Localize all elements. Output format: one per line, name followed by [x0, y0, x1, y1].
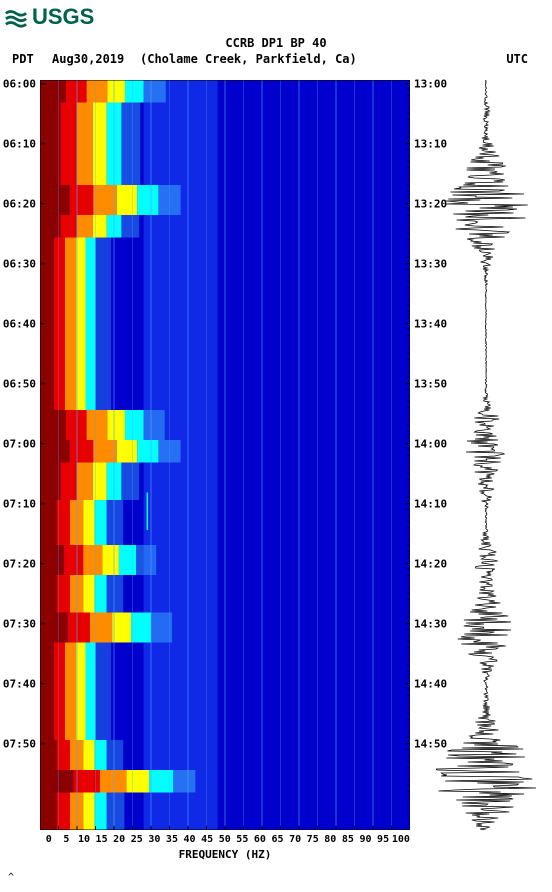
spectrogram-chart: 06:0006:1006:2006:3006:4006:5007:0007:10… [40, 80, 410, 830]
title-date: Aug30,2019 [52, 52, 132, 66]
x-tick-label: 85 [339, 834, 357, 845]
x-tick-label: 30 [146, 834, 164, 845]
left-time-tick: 06:40 [3, 317, 36, 330]
left-time-tick: 07:10 [3, 497, 36, 510]
x-tick-label: 95 [374, 834, 392, 845]
left-time-tick: 06:30 [3, 257, 36, 270]
x-tick-label: 65 [269, 834, 287, 845]
left-time-tick: 07:40 [3, 677, 36, 690]
x-tick-label: 10 [75, 834, 93, 845]
logo-text: USGS [32, 4, 94, 30]
chart-title: CCRB DP1 BP 40 PDT Aug30,2019 (Cholame C… [0, 36, 552, 66]
x-tick-label: 15 [93, 834, 111, 845]
x-tick-label: 70 [286, 834, 304, 845]
x-tick-label: 35 [163, 834, 181, 845]
x-tick-label: 80 [322, 834, 340, 845]
x-tick-label: 0 [40, 834, 58, 845]
left-time-tick: 06:00 [3, 77, 36, 90]
title-location: (Cholame Creek, Parkfield, Ca) [132, 52, 490, 66]
x-axis-title: FREQUENCY (HZ) [40, 848, 410, 861]
x-axis-labels: 0510152025303540455055606570758085909510… [40, 834, 410, 845]
x-tick-label: 50 [216, 834, 234, 845]
spectrogram-svg [40, 80, 410, 830]
x-tick-label: 90 [357, 834, 375, 845]
wave-icon [4, 6, 28, 28]
x-tick-label: 5 [58, 834, 76, 845]
x-tick-label: 40 [181, 834, 199, 845]
x-tick-label: 20 [110, 834, 128, 845]
left-time-tick: 07:30 [3, 617, 36, 630]
seismogram-svg [436, 80, 536, 830]
x-tick-label: 45 [198, 834, 216, 845]
tz-right: UTC [490, 52, 540, 66]
usgs-logo: USGS [4, 4, 94, 30]
left-time-tick: 06:20 [3, 197, 36, 210]
left-time-tick: 07:20 [3, 557, 36, 570]
x-tick-label: 25 [128, 834, 146, 845]
footer-mark: ^ [8, 872, 14, 883]
left-time-tick: 07:50 [3, 737, 36, 750]
tz-left: PDT [12, 52, 52, 66]
seismogram-trace [436, 80, 536, 830]
left-time-tick: 07:00 [3, 437, 36, 450]
x-tick-label: 55 [234, 834, 252, 845]
x-tick-label: 75 [304, 834, 322, 845]
left-time-tick: 06:10 [3, 137, 36, 150]
title-line1: CCRB DP1 BP 40 [0, 36, 552, 50]
x-tick-label: 100 [392, 834, 410, 845]
left-time-tick: 06:50 [3, 377, 36, 390]
x-tick-label: 60 [251, 834, 269, 845]
